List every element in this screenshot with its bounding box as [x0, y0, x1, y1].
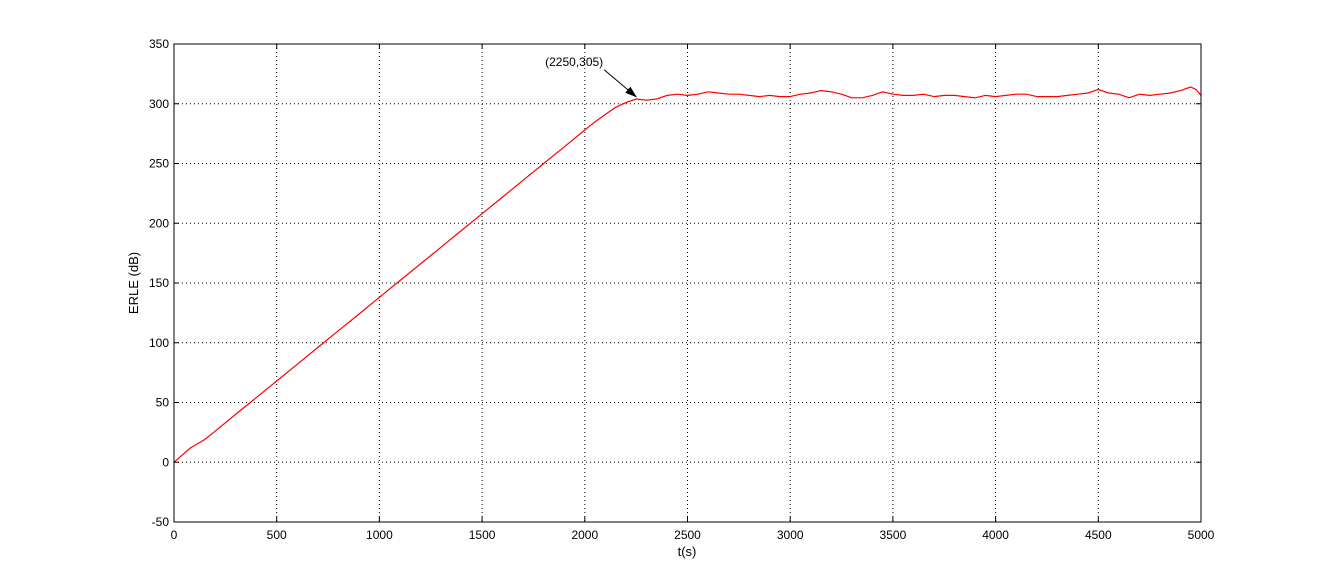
y-tick-label: 300	[149, 97, 169, 111]
plot-area	[174, 44, 1201, 522]
y-tick-label: 250	[149, 157, 169, 171]
ticks-group: 0 500 1000 1500 2000 2500 3000 3500 4000 4500 5000…	[149, 37, 1215, 542]
y-tick-label: 200	[149, 216, 169, 230]
x-tick-label: 1500	[469, 528, 496, 542]
x-tick-label: 3500	[880, 528, 907, 542]
y-axis-label: ERLE (dB)	[126, 252, 141, 314]
series-line	[173, 86, 1202, 463]
y-tick-label: 350	[149, 37, 169, 51]
x-tick-label: 500	[267, 528, 287, 542]
y-tick-label: 50	[156, 396, 170, 410]
x-tick-label: 0	[171, 528, 178, 542]
y-tick-label: 0	[162, 455, 169, 469]
x-tick-label: 3000	[777, 528, 804, 542]
annotation-group: (2250,305)	[545, 55, 637, 98]
x-tick-label: 4000	[982, 528, 1009, 542]
annotation-label: (2250,305)	[545, 55, 603, 69]
x-tick-label: 2000	[571, 528, 598, 542]
x-axis-label: t(s)	[678, 544, 697, 559]
x-tick-label: 1000	[366, 528, 393, 542]
series-group	[173, 86, 1202, 463]
y-tick-label: 150	[149, 276, 169, 290]
x-tick-label: 4500	[1085, 528, 1112, 542]
y-tick-label: -50	[152, 515, 170, 529]
x-tick-label: 2500	[674, 528, 701, 542]
y-tick-label: 100	[149, 336, 169, 350]
annotation-arrow	[603, 69, 637, 98]
x-tick-label: 5000	[1188, 528, 1215, 542]
